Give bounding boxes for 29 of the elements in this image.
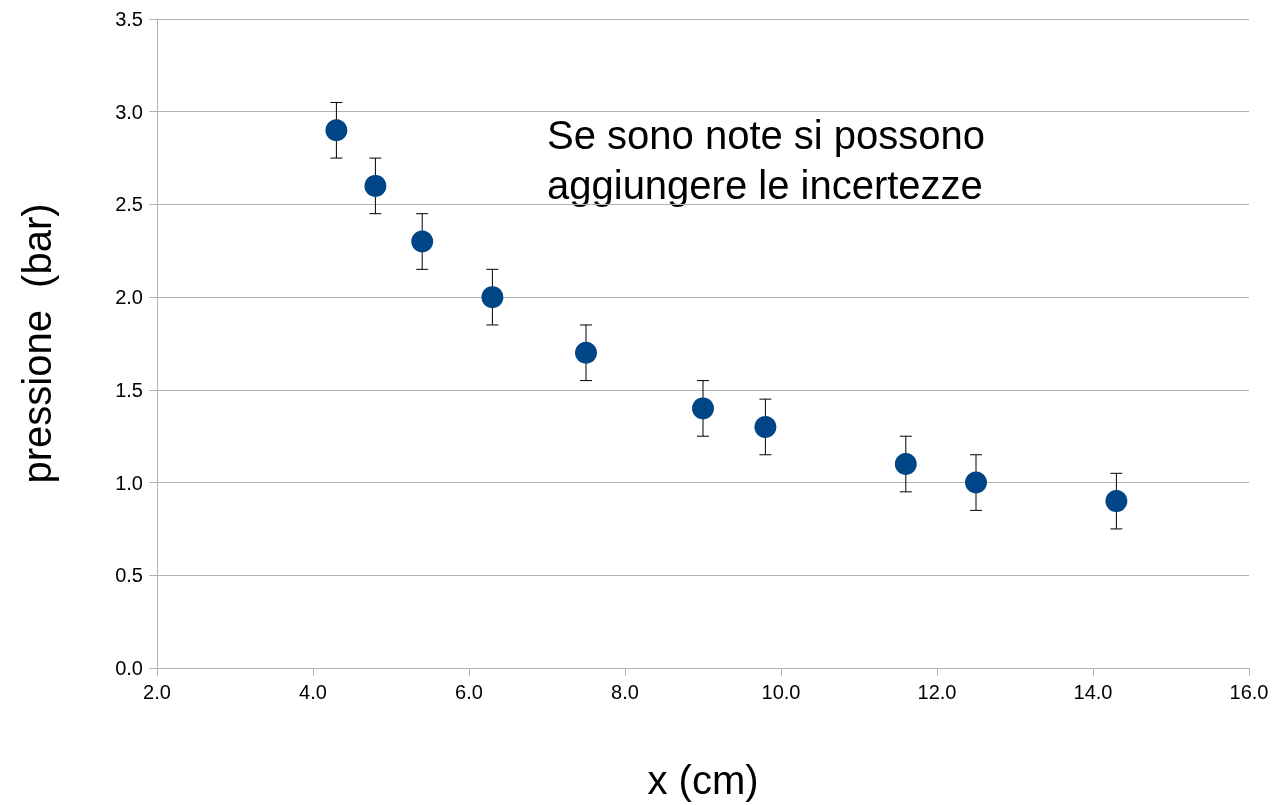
y-tick-label: 2.5: [115, 193, 143, 216]
x-tick-label: 14.0: [1073, 681, 1113, 703]
y-tick-label: 0.5: [115, 564, 143, 587]
point: [692, 397, 714, 420]
point: [965, 471, 987, 494]
y-tick-label: 0.0: [115, 657, 143, 679]
y-axis-title: pressione (bar): [15, 203, 59, 484]
point: [575, 341, 597, 364]
point: [411, 230, 434, 253]
x-tick-label: 4.0: [299, 681, 327, 703]
point: [481, 286, 504, 309]
point: [1105, 490, 1128, 513]
point: [364, 174, 387, 197]
y-tick-label: 1.0: [115, 471, 143, 494]
annotation: Se sono note si possono aggiungere le incertezze: [547, 113, 986, 207]
point: [894, 453, 917, 476]
y-tick-label: 2.0: [115, 286, 143, 309]
y-tick-label: 3.5: [115, 8, 143, 30]
point: [754, 415, 777, 438]
point: [325, 119, 348, 142]
x-tick-label: 16.0: [1229, 681, 1269, 703]
x-tick-label: 12.0: [917, 681, 957, 703]
y-tick-label: 1.5: [115, 378, 143, 401]
x-tick-label: 2.0: [143, 681, 171, 703]
x-axis-title: x (cm): [647, 758, 759, 802]
x-tick-label: 10.0: [761, 681, 801, 703]
y-tick-label: 3.0: [115, 100, 143, 123]
x-tick-label: 6.0: [455, 681, 483, 703]
x-tick-label: 8.0: [611, 681, 639, 703]
